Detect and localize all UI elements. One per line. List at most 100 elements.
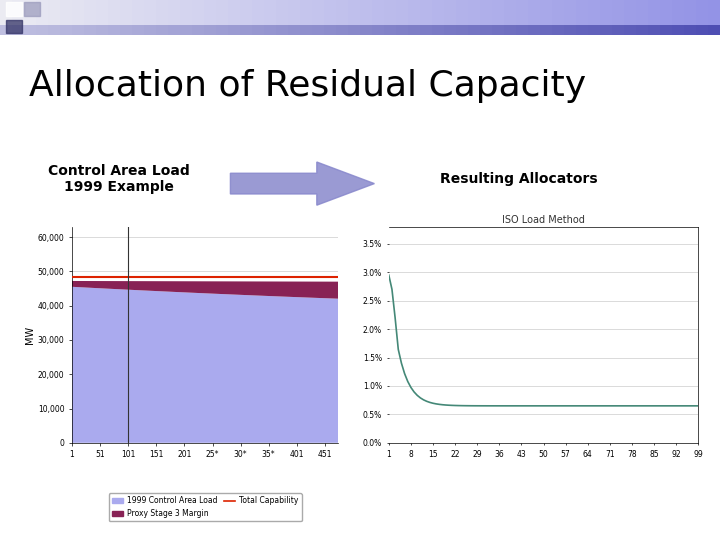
Bar	[564, 0, 576, 24]
Bar	[180, 0, 192, 24]
Bar	[312, 24, 324, 35]
Bar	[588, 0, 600, 24]
Bar	[240, 0, 252, 24]
Bar	[516, 24, 528, 35]
Bar	[600, 24, 612, 35]
Bar	[24, 3, 40, 16]
Bar	[0, 0, 12, 24]
Bar	[132, 24, 144, 35]
Bar	[132, 0, 144, 24]
Bar	[72, 24, 84, 35]
Bar	[336, 0, 348, 24]
Bar	[540, 24, 552, 35]
Bar	[120, 0, 132, 24]
Bar	[0, 24, 12, 35]
Bar	[516, 0, 528, 24]
Bar	[360, 0, 372, 24]
Bar	[624, 24, 636, 35]
Bar	[684, 0, 696, 24]
Bar	[228, 0, 240, 24]
Bar	[96, 0, 108, 24]
Bar	[324, 24, 336, 35]
Bar	[192, 24, 204, 35]
Bar	[348, 24, 360, 35]
Bar	[204, 24, 216, 35]
Bar	[84, 0, 96, 24]
Bar	[156, 24, 168, 35]
Bar	[348, 0, 360, 24]
Bar	[120, 24, 132, 35]
Bar	[288, 24, 300, 35]
Polygon shape	[230, 162, 374, 205]
Bar	[180, 24, 192, 35]
Bar	[60, 24, 72, 35]
Bar	[684, 24, 696, 35]
Bar	[300, 24, 312, 35]
Bar	[624, 0, 636, 24]
Bar	[204, 0, 216, 24]
Bar	[636, 0, 648, 24]
Bar	[312, 0, 324, 24]
Bar	[588, 24, 600, 35]
Bar	[240, 24, 252, 35]
Bar	[276, 24, 288, 35]
Bar	[492, 0, 504, 24]
Bar	[528, 24, 540, 35]
Bar	[492, 24, 504, 35]
Bar	[384, 0, 396, 24]
Bar	[144, 0, 156, 24]
Bar	[660, 0, 672, 24]
Bar	[480, 0, 492, 24]
Bar	[276, 0, 288, 24]
Bar	[612, 24, 624, 35]
Bar	[84, 24, 96, 35]
Bar	[636, 24, 648, 35]
Bar	[12, 0, 24, 24]
Bar	[708, 0, 720, 24]
Bar	[468, 0, 480, 24]
Bar	[708, 24, 720, 35]
Bar	[36, 0, 48, 24]
Bar	[48, 0, 60, 24]
Bar	[696, 24, 708, 35]
Bar	[576, 0, 588, 24]
Bar	[444, 24, 456, 35]
Bar	[564, 24, 576, 35]
Bar	[6, 20, 22, 33]
Bar	[24, 0, 36, 24]
Bar	[168, 0, 180, 24]
Bar	[420, 24, 432, 35]
Bar	[612, 0, 624, 24]
Bar	[300, 0, 312, 24]
Bar	[12, 24, 24, 35]
Bar	[444, 0, 456, 24]
Legend: 1999 Control Area Load, Proxy Stage 3 Margin, Total Capability: 1999 Control Area Load, Proxy Stage 3 Ma…	[109, 493, 302, 521]
Bar	[192, 0, 204, 24]
Bar	[6, 3, 22, 16]
Bar	[576, 24, 588, 35]
Bar	[396, 0, 408, 24]
Bar	[432, 24, 444, 35]
Text: Control Area Load
1999 Example: Control Area Load 1999 Example	[48, 164, 189, 194]
Bar	[24, 24, 36, 35]
Bar	[156, 0, 168, 24]
Bar	[408, 0, 420, 24]
Bar	[144, 24, 156, 35]
Bar	[600, 0, 612, 24]
Bar	[648, 24, 660, 35]
Bar	[504, 24, 516, 35]
Bar	[168, 24, 180, 35]
Bar	[432, 0, 444, 24]
Bar	[216, 24, 228, 35]
Bar	[456, 24, 468, 35]
Bar	[108, 24, 120, 35]
Bar	[48, 24, 60, 35]
Bar	[228, 24, 240, 35]
Bar	[264, 0, 276, 24]
Bar	[456, 0, 468, 24]
Bar	[384, 24, 396, 35]
Bar	[396, 24, 408, 35]
Bar	[60, 0, 72, 24]
Bar	[372, 24, 384, 35]
Bar	[108, 0, 120, 24]
